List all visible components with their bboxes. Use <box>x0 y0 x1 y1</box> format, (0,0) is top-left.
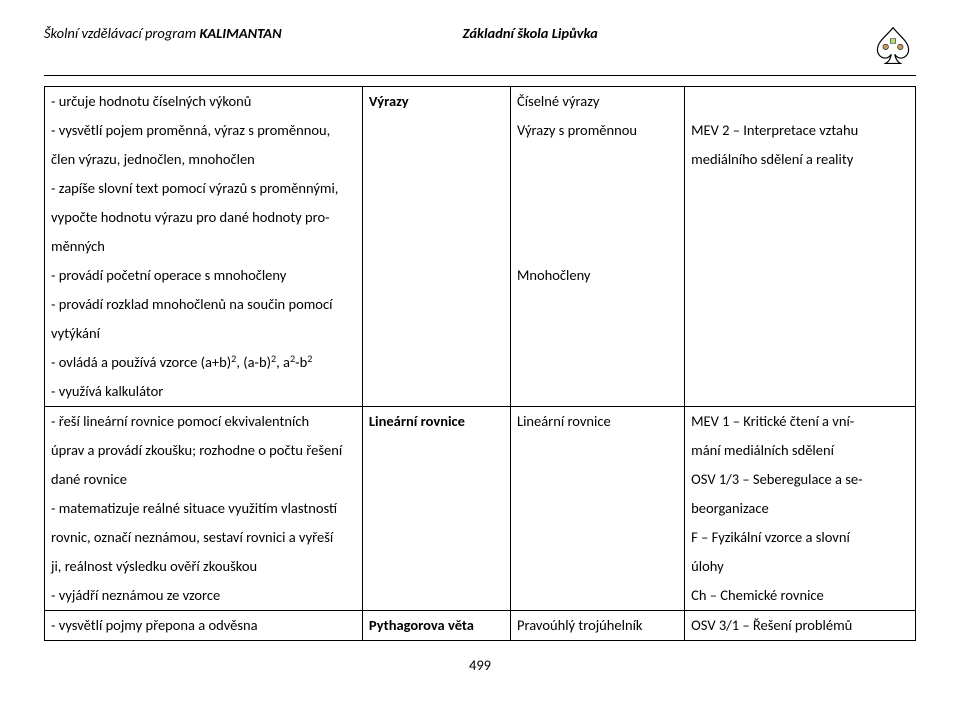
cell-outcomes: - řeší lineární rovnice pomocí ekvivalen… <box>45 407 363 611</box>
topic-title: Výrazy <box>369 87 504 116</box>
formula-sup: 2 <box>307 352 312 365</box>
cross-line: mání mediálních sdělení <box>691 436 909 465</box>
outcome-formula-line: - ovládá a používá vzorce (a+b)2, (a-b)2… <box>51 348 356 377</box>
table-row: - řeší lineární rovnice pomocí ekvivalen… <box>45 407 916 611</box>
outcome-line: vypočte hodnotu výrazu pro dané hodnoty … <box>51 203 356 232</box>
spade-logo-icon <box>870 24 916 68</box>
header-center: Základní škola Lipůvka <box>463 24 812 42</box>
cross-line: F – Fyzikální vzorce a slovní <box>691 523 909 552</box>
outcome-line: - vysvětlí pojem proměnná, výraz s promě… <box>51 116 356 145</box>
topic-title: Pythagorova věta <box>369 611 504 640</box>
subtopic-line: Pravoúhlý trojúhelník <box>517 611 678 640</box>
topic-title: Lineární rovnice <box>369 407 504 436</box>
subtopic-line: Lineární rovnice <box>517 407 678 436</box>
cross-line: beorganizace <box>691 494 909 523</box>
table-row: - určuje hodnotu číselných výkonů - vysv… <box>45 87 916 407</box>
cross-line: OSV 1/3 – Seberegulace a se- <box>691 465 909 494</box>
cell-cross: OSV 3/1 – Řešení problémů <box>685 611 916 641</box>
subtopic-line: Výrazy s proměnnou <box>517 116 678 145</box>
subtopic-line <box>517 203 678 232</box>
outcome-line: - řeší lineární rovnice pomocí ekvivalen… <box>51 407 356 436</box>
outcome-line: člen výrazu, jednočlen, mnohočlen <box>51 145 356 174</box>
outcome-line: - využívá kalkulátor <box>51 377 356 406</box>
formula-text: -b <box>295 353 307 371</box>
table-row: - vysvětlí pojmy přepona a odvěsna Pytha… <box>45 611 916 641</box>
cell-subtopic: Lineární rovnice <box>510 407 684 611</box>
subtopic-line: Mnohočleny <box>517 261 678 290</box>
page-number: 499 <box>44 656 916 674</box>
outcome-line: - provádí početní operace s mnohočleny <box>51 261 356 290</box>
header-logo <box>811 24 916 73</box>
cell-outcomes: - určuje hodnotu číselných výkonů - vysv… <box>45 87 363 407</box>
outcome-line: - provádí rozklad mnohočlenů na součin p… <box>51 290 356 319</box>
outcome-line: ji, reálnost výsledku ověří zkouškou <box>51 552 356 581</box>
subtopic-line <box>517 232 678 261</box>
header-left-prefix: Školní vzdělávací program <box>44 24 199 42</box>
curriculum-table: - určuje hodnotu číselných výkonů - vysv… <box>44 86 916 641</box>
cross-line: MEV 2 – Interpretace vztahu <box>691 116 909 145</box>
formula-text: , a <box>276 353 290 371</box>
outcome-line: - matematizuje reálné situace využitím v… <box>51 494 356 523</box>
cell-topic: Lineární rovnice <box>362 407 510 611</box>
header-left: Školní vzdělávací program KALIMANTAN <box>44 24 463 42</box>
subtopic-line <box>517 174 678 203</box>
outcome-line: vytýkání <box>51 319 356 348</box>
subtopic-line <box>517 145 678 174</box>
cell-cross: MEV 1 – Kritické čtení a vní- mání mediá… <box>685 407 916 611</box>
outcome-line: dané rovnice <box>51 465 356 494</box>
cell-cross: MEV 2 – Interpretace vztahu mediálního s… <box>685 87 916 407</box>
header-left-bold: KALIMANTAN <box>199 24 281 42</box>
outcome-line: rovnic, označí neznámou, sestaví rovnici… <box>51 523 356 552</box>
cell-topic: Výrazy <box>362 87 510 407</box>
cross-line: MEV 1 – Kritické čtení a vní- <box>691 407 909 436</box>
page: Školní vzdělávací program KALIMANTAN Zák… <box>0 0 960 717</box>
cross-line: Ch – Chemické rovnice <box>691 581 909 610</box>
cell-subtopic: Číselné výrazy Výrazy s proměnnou Mnohoč… <box>510 87 684 407</box>
cross-line: OSV 3/1 – Řešení problémů <box>691 611 909 640</box>
page-header: Školní vzdělávací program KALIMANTAN Zák… <box>44 24 916 76</box>
formula-text: - ovládá a používá vzorce (a+b) <box>51 353 231 371</box>
cell-topic: Pythagorova věta <box>362 611 510 641</box>
outcome-line: - zapíše slovní text pomocí výrazů s pro… <box>51 174 356 203</box>
cross-line <box>691 87 909 116</box>
outcome-line: - vysvětlí pojmy přepona a odvěsna <box>51 611 356 640</box>
cell-subtopic: Pravoúhlý trojúhelník <box>510 611 684 641</box>
outcome-line: - vyjádří neznámou ze vzorce <box>51 581 356 610</box>
outcome-line: - určuje hodnotu číselných výkonů <box>51 87 356 116</box>
cross-line: mediálního sdělení a reality <box>691 145 909 174</box>
subtopic-line: Číselné výrazy <box>517 87 678 116</box>
outcome-line: měnných <box>51 232 356 261</box>
outcome-line: úprav a provádí zkoušku; rozhodne o počt… <box>51 436 356 465</box>
formula-text: , (a-b) <box>236 353 271 371</box>
cell-outcomes: - vysvětlí pojmy přepona a odvěsna <box>45 611 363 641</box>
cross-line: úlohy <box>691 552 909 581</box>
